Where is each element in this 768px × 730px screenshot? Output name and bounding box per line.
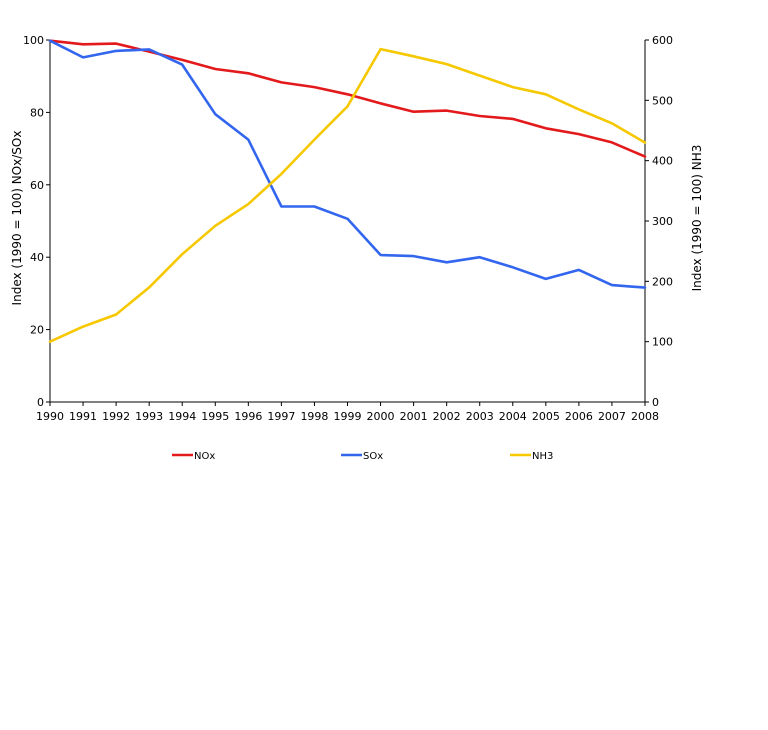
x-tick-label: 1997 bbox=[267, 410, 295, 423]
x-tick-label: 2004 bbox=[499, 410, 527, 423]
series-line-sox bbox=[48, 39, 647, 289]
x-tick-label: 2002 bbox=[433, 410, 461, 423]
left-axis-title: Index (1990 = 100) NOx/SOx bbox=[10, 131, 24, 306]
right-tick-label: 200 bbox=[652, 275, 673, 288]
right-tick-label: 100 bbox=[652, 336, 673, 349]
x-tick-label: 1994 bbox=[168, 410, 196, 423]
x-axis: 1990 1991 1992 1993 1994 1995 1996 1997 1998 1999… bbox=[36, 402, 659, 423]
series-line-nox bbox=[48, 39, 647, 158]
right-axis-title: Index (1990 = 100) NH3 bbox=[690, 145, 704, 292]
right-tick-label: 500 bbox=[652, 94, 673, 107]
x-tick-label: 2003 bbox=[466, 410, 494, 423]
x-tick-label: 1999 bbox=[334, 410, 362, 423]
left-tick-label: 0 bbox=[37, 396, 44, 409]
x-tick-label: 2006 bbox=[565, 410, 593, 423]
x-tick-label: 2008 bbox=[631, 410, 659, 423]
legend-label-sox: SOx bbox=[363, 451, 383, 462]
left-tick-label: 20 bbox=[30, 324, 44, 337]
left-tick-label: 60 bbox=[30, 179, 44, 192]
legend: NOx SOx NH3 bbox=[172, 451, 553, 462]
x-tick-label: 1992 bbox=[102, 410, 130, 423]
x-tick-label: 2005 bbox=[532, 410, 560, 423]
x-tick-label: 1991 bbox=[69, 410, 97, 423]
x-tick-label: 1998 bbox=[300, 410, 328, 423]
series-layer bbox=[48, 39, 647, 344]
right-tick-label: 300 bbox=[652, 215, 673, 228]
legend-label-nox: NOx bbox=[194, 451, 215, 462]
left-tick-label: 40 bbox=[30, 251, 44, 264]
x-tick-label: 1990 bbox=[36, 410, 64, 423]
left-tick-label: 100 bbox=[23, 34, 44, 47]
x-tick-label: 2000 bbox=[367, 410, 395, 423]
right-tick-label: 400 bbox=[652, 155, 673, 168]
x-tick-label: 2007 bbox=[598, 410, 626, 423]
left-y-axis: 0 20 40 60 80 100 bbox=[23, 34, 50, 409]
x-tick-label: 1996 bbox=[234, 410, 262, 423]
x-tick-label: 1995 bbox=[201, 410, 229, 423]
right-tick-label: 600 bbox=[652, 34, 673, 47]
right-tick-label: 0 bbox=[652, 396, 659, 409]
left-tick-label: 80 bbox=[30, 106, 44, 119]
legend-label-nh3: NH3 bbox=[532, 451, 553, 462]
x-tick-label: 2001 bbox=[400, 410, 428, 423]
right-y-axis: 0 100 200 300 400 500 600 bbox=[645, 34, 673, 409]
series-line-nh3 bbox=[48, 47, 647, 344]
x-tick-label: 1993 bbox=[135, 410, 163, 423]
